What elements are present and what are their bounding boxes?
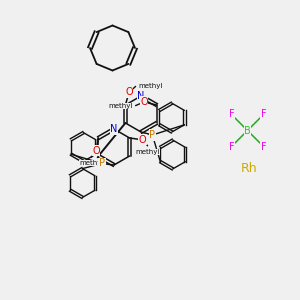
Text: F: F <box>229 110 234 119</box>
Text: F: F <box>261 110 266 119</box>
Text: methyl: methyl <box>79 160 104 166</box>
Text: N: N <box>110 124 118 134</box>
Text: N: N <box>137 91 145 101</box>
Text: O: O <box>140 97 148 107</box>
Text: F: F <box>229 142 234 152</box>
Text: P: P <box>149 130 155 140</box>
Text: F: F <box>261 142 266 152</box>
Text: Rh: Rh <box>241 161 257 175</box>
Text: methyl: methyl <box>135 149 160 155</box>
Text: O: O <box>92 146 100 156</box>
Text: methyl: methyl <box>138 83 162 89</box>
Text: methyl: methyl <box>109 103 133 109</box>
Text: O: O <box>138 135 146 145</box>
Text: O: O <box>125 87 133 98</box>
Text: P: P <box>99 158 105 169</box>
Text: B: B <box>244 125 251 136</box>
